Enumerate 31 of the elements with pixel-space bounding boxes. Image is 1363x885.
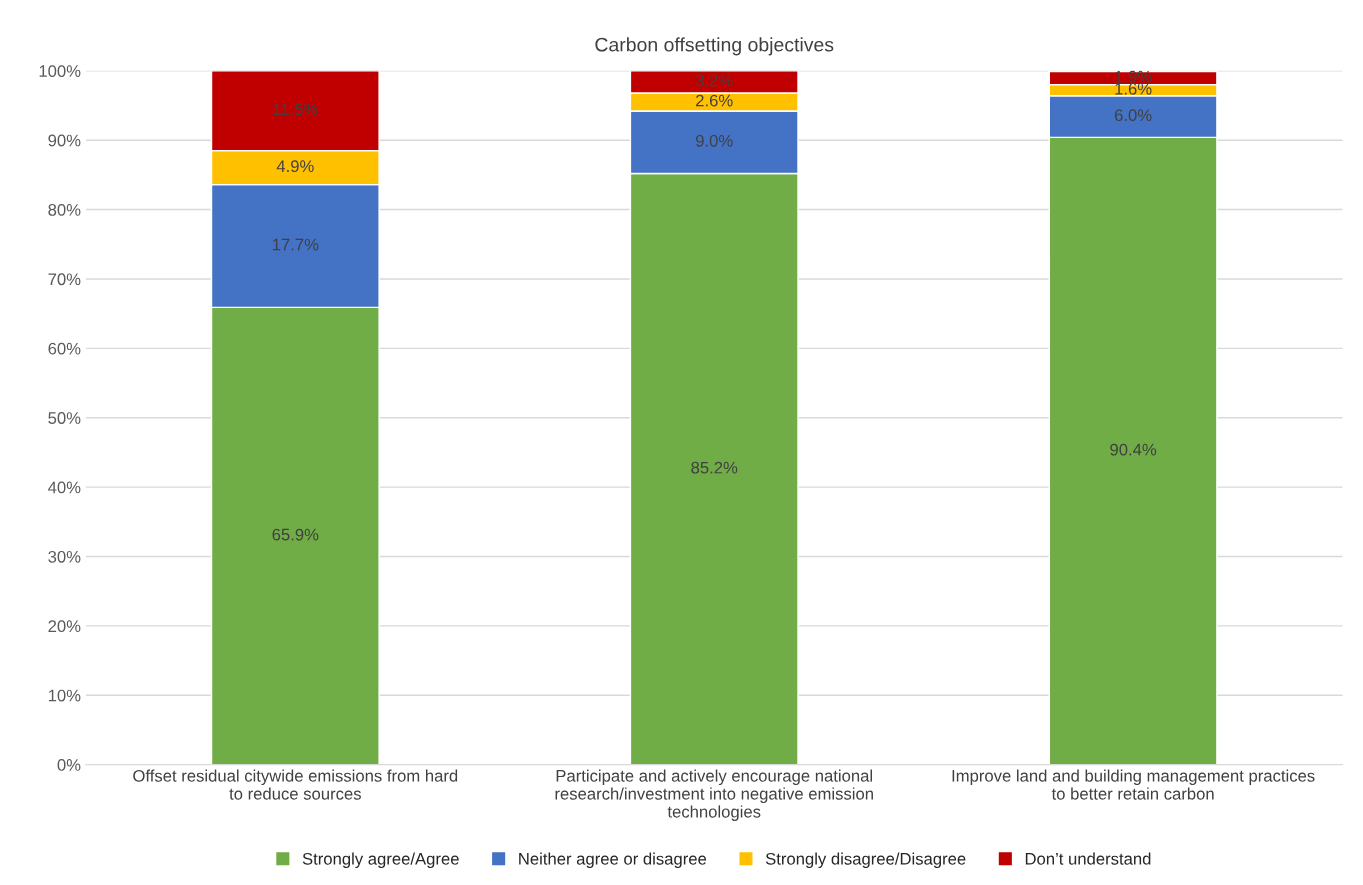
legend-label: Neither agree or disagree xyxy=(519,852,707,869)
y-tick-label: 50% xyxy=(48,412,81,424)
x-tick-label: Improve land and building management practices to better retain carbon xyxy=(952,769,1315,800)
y-tick-label: 60% xyxy=(48,342,81,355)
y-tick-label: 0% xyxy=(57,759,81,771)
data-label: 17.7% xyxy=(272,238,319,251)
data-label: 90.4% xyxy=(1110,443,1157,456)
data-label: 1.9% xyxy=(1115,70,1152,83)
data-label: 85.2% xyxy=(691,461,738,474)
y-tick-label: 30% xyxy=(48,550,81,563)
data-label: 1.6% xyxy=(1115,82,1152,95)
data-label: 4.9% xyxy=(276,160,314,173)
y-tick-label: 100% xyxy=(39,65,81,77)
y-tick-label: 70% xyxy=(48,273,81,286)
y-tick-label: 20% xyxy=(48,620,81,633)
data-label: 2.6% xyxy=(696,94,733,107)
legend-label: Strongly agree/Agree xyxy=(302,852,459,869)
data-label: 11.5% xyxy=(273,103,318,116)
chart-title: Carbon offsetting objectives xyxy=(595,37,834,56)
legend-label: Strongly disagree/Disagree xyxy=(765,852,966,869)
y-tick-label: 40% xyxy=(48,481,81,494)
data-label: 65.9% xyxy=(272,528,319,541)
y-tick-label: 90% xyxy=(48,134,81,147)
data-label: 9.0% xyxy=(696,134,733,147)
x-tick-label: Offset residual citywide emissions from hard to reduce sources xyxy=(133,769,458,800)
x-tick-label: Participate and actively encourage national research/investment into negative emission technologies xyxy=(555,769,873,821)
data-label: 3.2% xyxy=(695,74,733,87)
legend-label: Don’t understand xyxy=(1025,852,1151,865)
y-tick-label: 80% xyxy=(48,203,81,216)
y-tick-label: 10% xyxy=(48,689,81,702)
data-label: 6.0% xyxy=(1114,109,1152,122)
